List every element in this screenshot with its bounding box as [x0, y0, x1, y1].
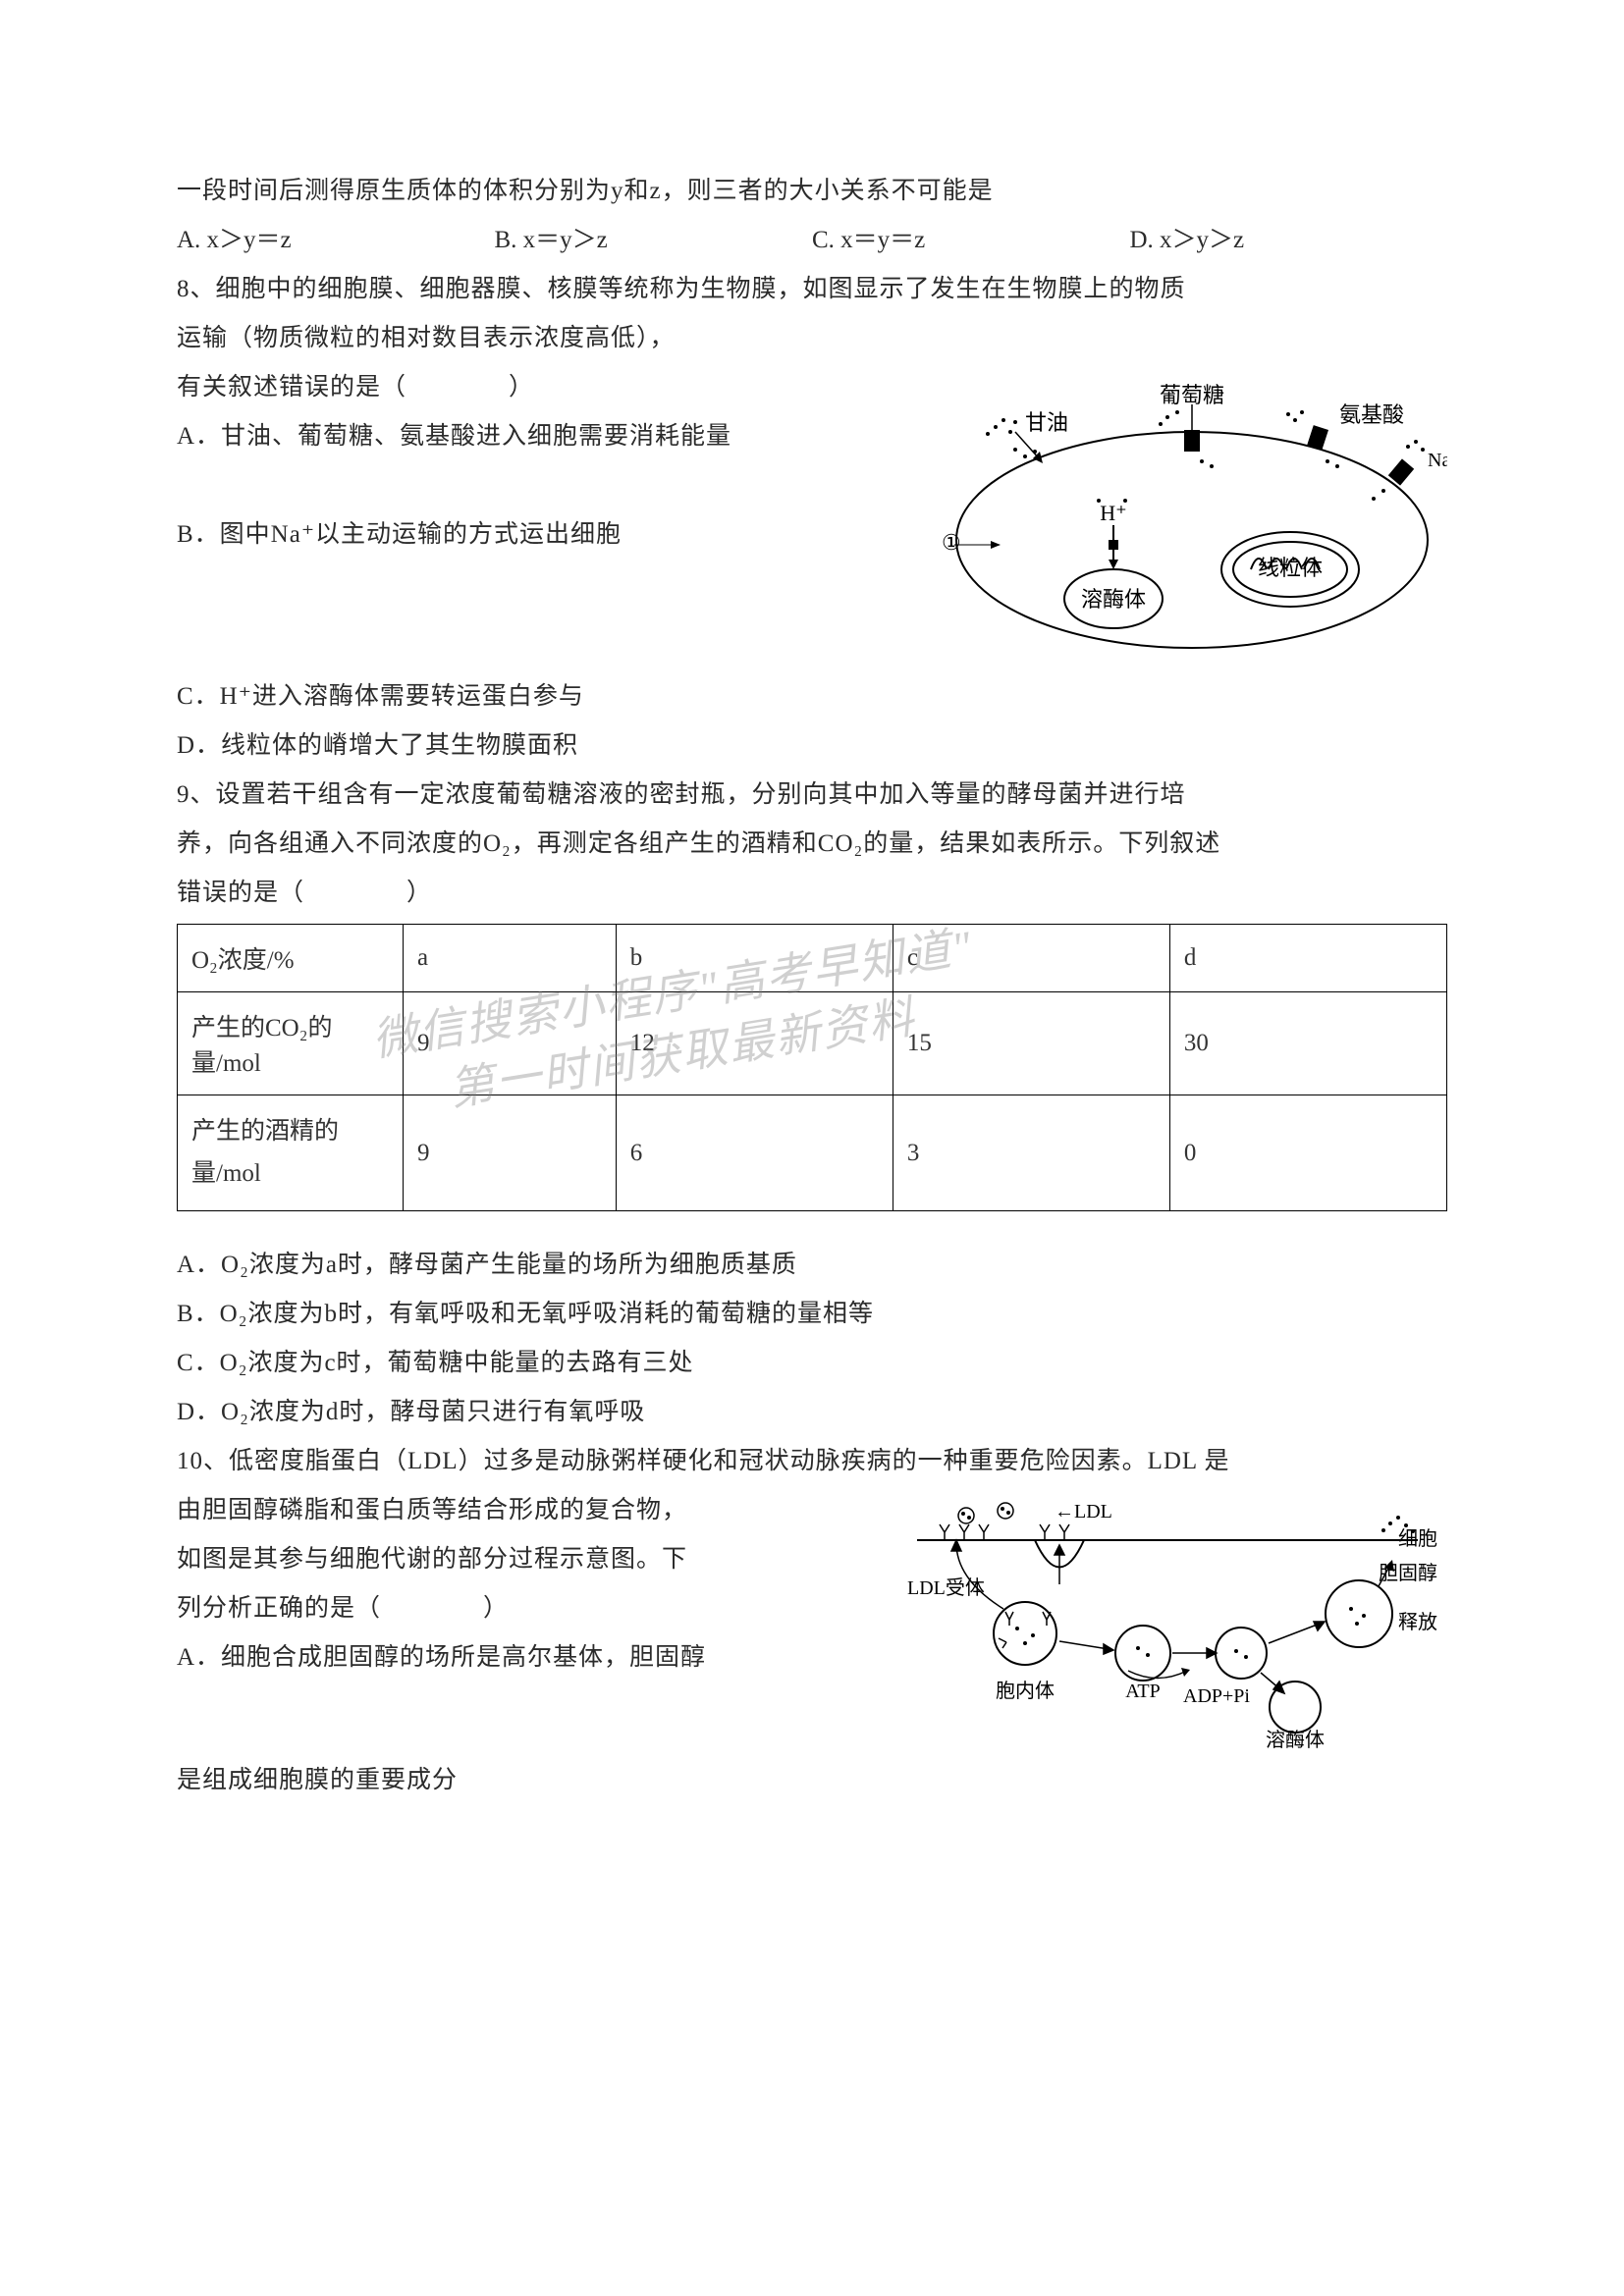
q7-opt-d: D. x＞y＞z — [1130, 216, 1448, 265]
q8-opt-b: B．图中Na⁺以主动运输的方式运出细胞 — [177, 510, 883, 560]
q8-opt-d: D．线粒体的嵴增大了其生物膜面积 — [177, 721, 1447, 771]
label-lysosome: 溶酶体 — [1081, 587, 1146, 612]
q10-stem-2: 由胆固醇磷脂和蛋白质等结合形成的复合物， — [177, 1486, 873, 1535]
q10-figure: 细胞 胆固醇 释放 ←LDL — [888, 1486, 1447, 1756]
q10-ldl-diagram: 细胞 胆固醇 释放 ←LDL — [888, 1496, 1447, 1751]
q9-stem-3: 错误的是（ ） — [177, 869, 1447, 918]
label-mitochondria: 线粒体 — [1258, 556, 1323, 580]
q8-figure: 线粒体 溶酶体 甘油 葡萄糖 氨基酸 Na⁺ H⁺ — [897, 363, 1447, 672]
label-atp: ATP — [1125, 1681, 1161, 1702]
q10-stem-4: 列分析正确的是（ ） — [177, 1584, 873, 1633]
label-aminoacid: 氨基酸 — [1339, 402, 1404, 427]
q7-opt-c: C. x＝y＝z — [812, 216, 1130, 265]
label-na: Na⁺ — [1428, 450, 1447, 471]
table-row: 产生的酒精的量/mol 9 6 3 0 — [178, 1095, 1447, 1211]
q9-opt-a: A．O₂浓度为a时，酵母菌产生能量的场所为细胞质基质 — [177, 1241, 1447, 1290]
q9-opt-d: D．O₂浓度为d时，酵母菌只进行有氧呼吸 — [177, 1388, 1447, 1437]
row-label: O₂浓度/% — [178, 925, 404, 992]
label-release: 释放 — [1398, 1611, 1437, 1633]
label-glucose: 葡萄糖 — [1160, 383, 1224, 407]
label-lysosome2: 溶酶体 — [1266, 1729, 1325, 1751]
q9-stem-1: 9、设置若干组含有一定浓度葡萄糖溶液的密封瓶，分别向其中加入等量的酵母菌并进行培 — [177, 771, 1447, 820]
q8-prompt: 有关叙述错误的是（ ） — [177, 363, 883, 412]
q9-stem-2: 养，向各组通入不同浓度的O₂，再测定各组产生的酒精和CO₂的量，结果如表所示。下… — [177, 820, 1447, 869]
table-row: O₂浓度/% a b c d — [178, 925, 1447, 992]
intro-line: 一段时间后测得原生质体的体积分别为y和z，则三者的大小关系不可能是 — [177, 167, 1447, 216]
q10-stem-1: 10、低密度脂蛋白（LDL）过多是动脉粥样硬化和冠状动脉疾病的一种重要危险因素。… — [177, 1437, 1447, 1486]
q8-stem-2: 运输（物质微粒的相对数目表示浓度高低）， — [177, 314, 1447, 363]
label-cell: 细胞 — [1398, 1527, 1437, 1550]
table-row: 产生的CO₂的量/mol 9 12 15 30 — [178, 992, 1447, 1095]
q9-opt-c: C．O₂浓度为c时，葡萄糖中能量的去路有三处 — [177, 1339, 1447, 1388]
q7-opt-a: A. x＞y＝z — [177, 216, 495, 265]
label-ldl: ←LDL — [1055, 1501, 1112, 1522]
q9-table: O₂浓度/% a b c d 产生的CO₂的量/mol 9 12 15 30 产… — [177, 924, 1447, 1211]
q9-opt-b: B．O₂浓度为b时，有氧呼吸和无氧呼吸消耗的葡萄糖的量相等 — [177, 1290, 1447, 1339]
q10-opt-a-cont: 是组成细胞膜的重要成分 — [177, 1756, 1447, 1805]
q7-options: A. x＞y＝z B. x＝y＞z C. x＝y＝z D. x＞y＞z — [177, 216, 1447, 265]
label-h: H⁺ — [1100, 501, 1127, 525]
q7-opt-b: B. x＝y＞z — [495, 216, 813, 265]
label-endosome: 胞内体 — [996, 1680, 1055, 1702]
q8-cell-diagram: 线粒体 溶酶体 甘油 葡萄糖 氨基酸 Na⁺ H⁺ — [897, 373, 1447, 667]
label-adp: ADP+Pi — [1183, 1685, 1250, 1707]
label-ldl-receptor: LDL受体 — [907, 1576, 985, 1599]
row-label: 产生的酒精的量/mol — [178, 1095, 404, 1211]
q10-opt-a: A．细胞合成胆固醇的场所是高尔基体，胆固醇 — [177, 1633, 873, 1682]
label-circ1: ① — [942, 530, 961, 555]
q10-stem-3: 如图是其参与细胞代谢的部分过程示意图。下 — [177, 1535, 873, 1584]
row-label: 产生的CO₂的量/mol — [178, 992, 404, 1095]
q8-opt-c: C．H⁺进入溶酶体需要转运蛋白参与 — [177, 672, 1447, 721]
q8-opt-a: A．甘油、葡萄糖、氨基酸进入细胞需要消耗能量 — [177, 412, 883, 461]
label-glycerol: 甘油 — [1025, 410, 1068, 435]
q8-stem-1: 8、细胞中的细胞膜、细胞器膜、核膜等统称为生物膜，如图显示了发生在生物膜上的物质 — [177, 265, 1447, 314]
